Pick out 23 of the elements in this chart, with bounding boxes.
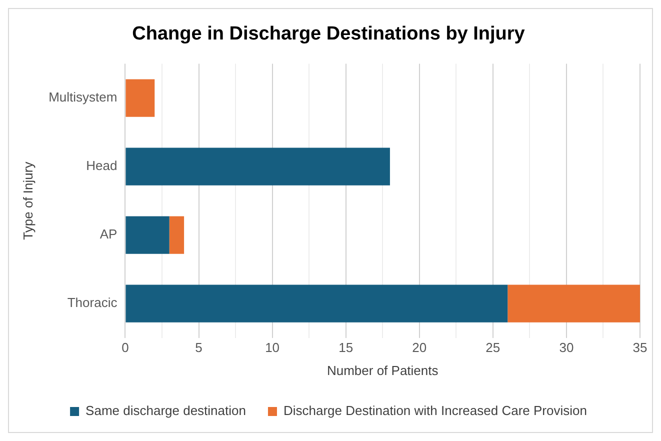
- bar: [169, 216, 184, 254]
- x-tick-label: 20: [412, 340, 427, 356]
- legend-label: Discharge Destination with Increased Care Provision: [283, 403, 587, 418]
- y-axis-title: Type of Injury: [20, 161, 36, 240]
- x-tick-label: 30: [559, 340, 574, 356]
- x-axis-title: Number of Patients: [326, 362, 439, 378]
- x-tick-label: 5: [195, 340, 202, 356]
- x-tick-label: 10: [265, 340, 280, 356]
- y-tick-label: Multisystem: [48, 90, 118, 105]
- legend-label: Same discharge destination: [86, 403, 246, 418]
- bar: [126, 148, 390, 186]
- chart-title: Change in Discharge Destinations by Injury: [132, 24, 526, 45]
- bar: [126, 284, 508, 322]
- x-tick-label: 0: [122, 340, 129, 356]
- y-tick-label: Thoracic: [67, 295, 118, 310]
- x-tick-label: 35: [632, 340, 648, 356]
- bar: [508, 284, 640, 322]
- x-tick-label: 15: [338, 340, 354, 356]
- bar: [126, 79, 155, 117]
- y-tick-label: AP: [100, 226, 118, 242]
- bar: [126, 216, 170, 254]
- x-tick-label: 25: [486, 340, 500, 356]
- y-tick-label: Head: [86, 158, 118, 174]
